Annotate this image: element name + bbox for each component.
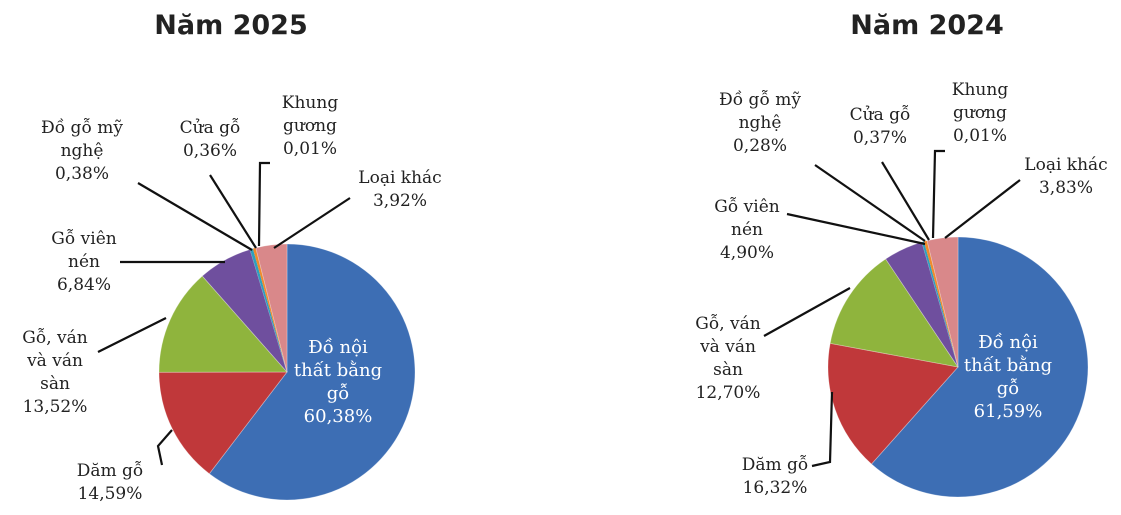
- slice-value-dam-go: 16,32%: [743, 478, 808, 498]
- slice-label-do-noi-that-bang-go: Đồ nội: [978, 332, 1038, 353]
- slice-label-go-van-va-van-san: và ván: [699, 337, 756, 357]
- chart-title-2025: Năm 2025: [154, 10, 308, 41]
- pie-slice-do-noi-that-bang-go: [208, 243, 416, 501]
- slice-value-loai-khac: 3,92%: [373, 191, 427, 211]
- slice-label-go-vien-nen: nén: [731, 220, 763, 240]
- leader-line-do-go-my-nghe: [137, 182, 253, 251]
- pie-slice-cua-go: [924, 240, 958, 367]
- slice-label-do-go-my-nghe: nghệ: [61, 141, 104, 161]
- slice-label-khung-guong: Khung: [952, 80, 1009, 100]
- slice-label-go-van-va-van-san: sàn: [713, 360, 743, 380]
- leader-line-loai-khac: [944, 179, 1021, 239]
- leader-line-cua-go: [209, 174, 257, 249]
- slice-label-do-noi-that-bang-go: gỗ: [997, 377, 1020, 399]
- slice-label-go-van-va-van-san: sàn: [40, 374, 70, 394]
- pie-slice-loai-khac: [926, 236, 959, 368]
- slice-label-cua-go: Cửa gỗ: [850, 105, 911, 125]
- pie-slice-go-van-va-van-san: [158, 275, 288, 373]
- leader-line-go-van-va-van-san: [763, 287, 851, 337]
- slice-label-do-noi-that-bang-go: Đồ nội: [308, 337, 368, 358]
- slice-value-cua-go: 0,36%: [183, 141, 237, 161]
- slice-label-khung-guong: gương: [283, 116, 337, 136]
- slice-value-dam-go: 14,59%: [78, 484, 143, 504]
- slice-label-khung-guong: gương: [953, 103, 1007, 123]
- slice-value-cua-go: 0,37%: [853, 128, 907, 148]
- slice-label-do-noi-that-bang-go: thất bằng: [964, 354, 1052, 376]
- pie-slice-do-go-my-nghe: [921, 241, 958, 367]
- slice-label-loai-khac: Loại khác: [1024, 155, 1107, 175]
- leader-line-dam-go: [156, 429, 173, 466]
- slice-value-loai-khac: 3,83%: [1039, 178, 1093, 198]
- leader-line-do-go-my-nghe: [814, 164, 926, 242]
- leader-line-go-van-va-van-san: [97, 317, 167, 353]
- slice-value-khung-guong: 0,01%: [953, 126, 1007, 146]
- slice-label-do-go-my-nghe: Đồ gỗ mỹ: [41, 118, 123, 138]
- pie-slice-go-vien-nen: [885, 241, 959, 368]
- slice-label-go-van-va-van-san: Gỗ, ván: [22, 328, 88, 348]
- chart-title-2024: Năm 2024: [850, 10, 1004, 41]
- leader-line-loai-khac: [273, 197, 351, 249]
- slice-label-do-go-my-nghe: nghệ: [739, 113, 782, 133]
- slice-label-loai-khac: Loại khác: [358, 168, 441, 188]
- leader-line-khung-guong: [931, 149, 945, 239]
- pie-slice-do-go-my-nghe: [249, 248, 287, 372]
- slice-label-do-noi-that-bang-go: gỗ: [327, 382, 350, 404]
- slice-value-do-noi-that-bang-go: 60,38%: [304, 406, 373, 427]
- slice-label-cua-go: Cửa gỗ: [180, 118, 241, 138]
- slice-value-go-vien-nen: 4,90%: [720, 243, 774, 263]
- slice-value-do-go-my-nghe: 0,28%: [733, 136, 787, 156]
- leader-line-dam-go: [811, 391, 834, 468]
- slice-value-do-go-my-nghe: 0,38%: [55, 164, 109, 184]
- leader-line-cua-go: [881, 161, 930, 241]
- leader-line-go-vien-nen: [786, 212, 926, 246]
- slice-label-go-vien-nen: Gỗ viên: [714, 197, 779, 217]
- slice-value-go-van-va-van-san: 12,70%: [696, 383, 761, 403]
- slice-value-go-van-va-van-san: 13,52%: [23, 397, 88, 417]
- slice-label-go-vien-nen: Gỗ viên: [51, 229, 116, 249]
- slice-label-dam-go: Dăm gỗ: [742, 455, 809, 475]
- slice-label-do-noi-that-bang-go: thất bằng: [294, 359, 382, 381]
- leader-line-khung-guong: [257, 161, 270, 247]
- pie-slice-cua-go: [252, 247, 287, 372]
- pie-slice-go-van-va-van-san: [829, 258, 959, 368]
- slice-label-dam-go: Dăm gỗ: [77, 461, 144, 481]
- slice-label-go-van-va-van-san: Gỗ, ván: [695, 314, 761, 334]
- slice-value-go-vien-nen: 6,84%: [57, 275, 111, 295]
- slice-label-do-go-my-nghe: Đồ gỗ mỹ: [719, 90, 801, 110]
- slice-label-khung-guong: Khung: [282, 93, 339, 113]
- pie-slice-dam-go: [827, 342, 959, 465]
- pie-slice-do-noi-that-bang-go: [870, 236, 1089, 498]
- slice-value-do-noi-that-bang-go: 61,59%: [974, 401, 1043, 422]
- slice-label-go-vien-nen: nén: [68, 252, 100, 272]
- pie-slice-dam-go: [158, 371, 288, 475]
- pie-slice-khung-guong: [926, 240, 958, 367]
- slice-value-khung-guong: 0,01%: [283, 139, 337, 159]
- pie-slice-khung-guong: [255, 247, 287, 372]
- slice-label-go-van-va-van-san: và ván: [26, 351, 83, 371]
